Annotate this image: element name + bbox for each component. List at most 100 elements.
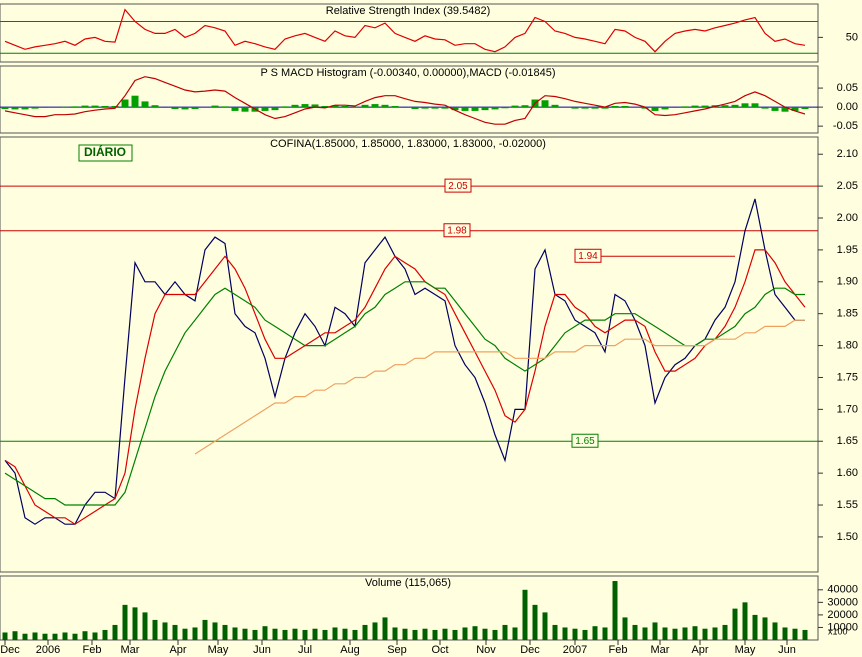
bar [391,105,399,108]
bar [21,107,29,110]
series-line [194,319,805,455]
bar [671,107,679,108]
bar [591,107,599,109]
bar [292,628,298,640]
bar [461,107,469,111]
panel [0,3,819,63]
bar [252,629,258,640]
bar [282,629,288,640]
bar [622,617,628,640]
bar [601,107,609,109]
bar [142,612,148,640]
bar [641,107,649,109]
bar [31,107,39,109]
bar [321,105,329,108]
bar [151,105,159,108]
bar [312,628,318,640]
y-tick-label: 0.00 [837,101,858,113]
bar [432,629,438,640]
bar [761,107,769,109]
bar [582,629,588,640]
bar [771,107,779,111]
x-tick-label: Apr [169,644,186,656]
panel-title: P S MACD Histogram (-0.00340, 0.00000),M… [260,67,555,79]
y-tick-label: 1.70 [837,403,858,415]
bar [131,95,139,108]
x-tick-label: Mar [121,644,140,656]
bar [542,612,548,640]
bar [551,104,559,108]
bar [132,607,138,640]
bar [191,107,199,110]
bar [611,105,619,108]
bar [22,633,28,640]
bar [731,104,739,108]
y-tick-label: 1.90 [837,276,858,288]
y-tick-label: 1.80 [837,339,858,351]
bar [342,628,348,640]
bar [122,604,128,640]
bar [421,107,429,109]
bar [352,629,358,640]
bar [332,627,338,640]
bar [1,107,9,110]
bar [401,107,409,108]
bar [162,622,168,640]
bar [501,107,509,109]
level-label: 1.98 [447,225,467,236]
bar [472,626,478,640]
bar [52,633,58,640]
bar [232,627,238,640]
bar [452,629,458,640]
bar [482,628,488,640]
bar [211,105,219,108]
bar [121,99,129,108]
bar [552,624,558,640]
bar [171,107,179,110]
x-tick-label: Feb [609,644,628,656]
series-line [4,249,806,525]
bar [772,622,778,640]
bar [621,105,629,108]
bar [672,628,678,640]
x-tick-label: Jul [298,644,312,656]
bar [82,631,88,640]
bar [801,107,809,110]
y-tick-label: 1.95 [837,244,858,256]
label-box [78,144,133,162]
series-line [4,76,806,125]
bar [431,107,439,109]
bar [781,107,789,112]
bar [592,626,598,640]
bar [72,633,78,640]
bar [751,103,759,108]
bar [102,629,108,640]
x-tick-label: May [208,644,229,656]
x-tick-label: Oct [431,644,448,656]
x-tick-label: May [735,644,756,656]
bar [261,107,269,111]
bar [202,619,208,640]
bar [212,622,218,640]
level-label: 1.65 [575,436,595,447]
x-tick-label: Mar [651,644,670,656]
bar [442,628,448,640]
series-line [4,198,805,525]
level-label: 2.05 [448,181,468,192]
bar [701,105,709,108]
x-tick-label: Jun [778,644,796,656]
bar [221,106,229,108]
bar [782,627,788,640]
bar [371,104,379,108]
bar [271,107,279,111]
x-tick-label: Sep [387,644,407,656]
bar [651,107,659,111]
bar [692,626,698,640]
x-tick-label: 2007 [563,644,587,656]
bar [141,101,149,108]
bar [311,104,319,108]
bar [362,624,368,640]
bar [71,106,79,108]
bar [481,107,489,111]
y-tick-label: 2.00 [837,212,858,224]
